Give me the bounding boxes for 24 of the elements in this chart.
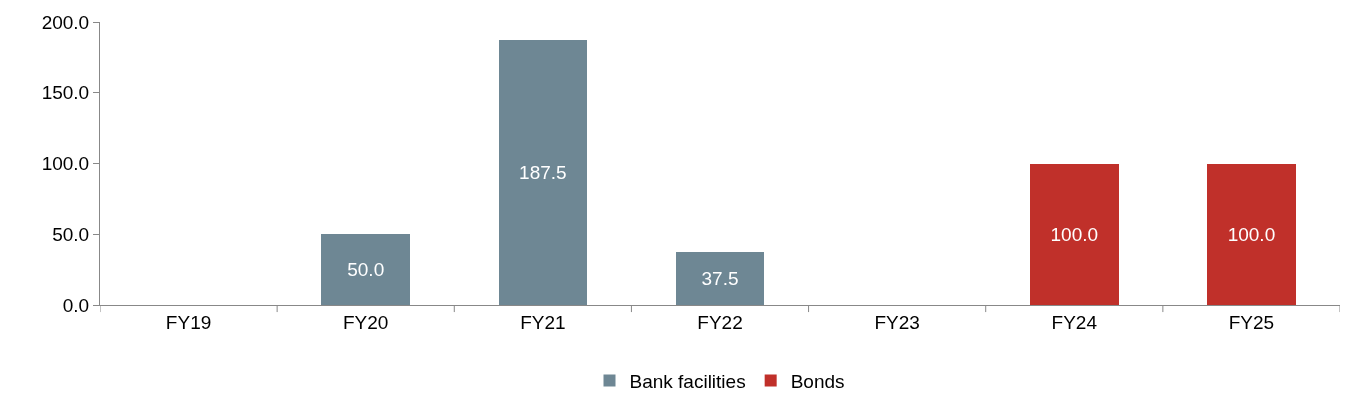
bar <box>498 39 588 305</box>
x-tick-label: FY24 <box>1051 311 1098 333</box>
data-label: 50.0 <box>347 259 385 281</box>
x-tick-label: FY22 <box>697 311 743 333</box>
data-label: 187.5 <box>519 161 567 183</box>
data-label: 100.0 <box>1050 223 1099 245</box>
y-tick-label: 50.0 <box>52 223 90 245</box>
data-label: 100.0 <box>1227 223 1276 245</box>
y-tick-label: 150.0 <box>41 82 90 104</box>
legend-label: Bonds <box>790 370 845 392</box>
x-tick-label: FY21 <box>520 311 566 333</box>
bar <box>321 234 410 305</box>
bar <box>1207 163 1296 305</box>
data-label: 37.5 <box>701 267 739 289</box>
bar <box>1030 163 1119 305</box>
x-tick-label: FY25 <box>1228 311 1275 333</box>
y-tick-label: 0.0 <box>62 294 90 316</box>
x-tick-label: FY19 <box>165 311 212 333</box>
x-tick-label: FY20 <box>343 311 389 333</box>
x-tick-label: FY23 <box>874 311 920 333</box>
y-tick-label: 100.0 <box>41 153 90 175</box>
bar <box>675 251 765 305</box>
y-tick-label: 200.0 <box>41 11 90 33</box>
legend-label: Bank facilities <box>629 370 746 392</box>
